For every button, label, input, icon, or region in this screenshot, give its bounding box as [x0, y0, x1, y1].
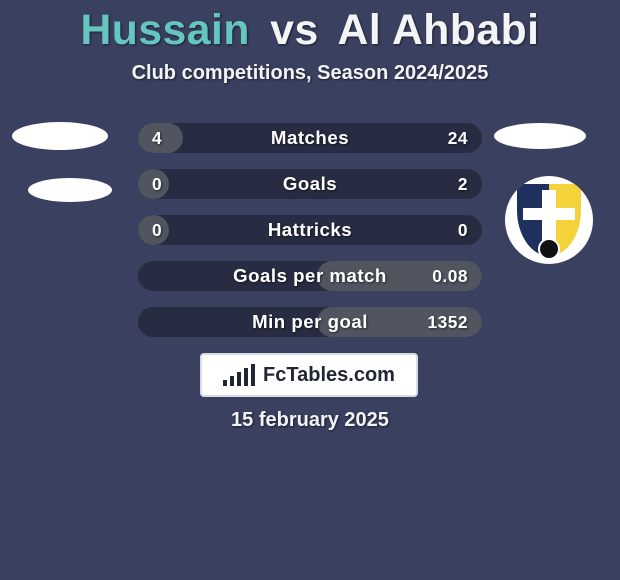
stat-value-left: 0: [152, 169, 162, 199]
team-right-placeholder: [494, 123, 586, 149]
stat-row: Goals per match0.08: [138, 261, 482, 291]
fctables-label: FcTables.com: [263, 364, 395, 387]
stat-row: Goals0 2: [138, 169, 482, 199]
season-subtitle: Club competitions, Season 2024/2025: [0, 62, 620, 85]
stat-value-left: 4: [152, 123, 162, 153]
team-left-placeholder-1: [12, 122, 108, 150]
stat-label: Goals: [138, 169, 482, 199]
stat-value-right: 0: [458, 215, 468, 245]
vs-label: vs: [270, 6, 318, 54]
team-right-badge: [505, 176, 593, 264]
stat-label: Hattricks: [138, 215, 482, 245]
stat-row: Matches4 24: [138, 123, 482, 153]
stat-row: Min per goal1352: [138, 307, 482, 337]
team-left-placeholder-2: [28, 178, 112, 202]
comparison-title: Hussain vs Al Ahbabi: [0, 6, 620, 55]
stat-label: Goals per match: [138, 261, 482, 291]
stat-value-right: 1352: [427, 307, 468, 337]
club-shield-icon: [517, 184, 581, 256]
stat-value-right: 24: [448, 123, 468, 153]
stat-label: Matches: [138, 123, 482, 153]
stat-value-right: 2: [458, 169, 468, 199]
player2-name: Al Ahbabi: [338, 6, 540, 54]
fctables-watermark: FcTables.com: [200, 353, 418, 397]
stat-row: Hattricks0 0: [138, 215, 482, 245]
snapshot-date: 15 february 2025: [0, 409, 620, 432]
stat-value-left: 0: [152, 215, 162, 245]
stat-value-right: 0.08: [432, 261, 468, 291]
bars-icon: [223, 364, 255, 386]
player1-name: Hussain: [80, 6, 249, 54]
